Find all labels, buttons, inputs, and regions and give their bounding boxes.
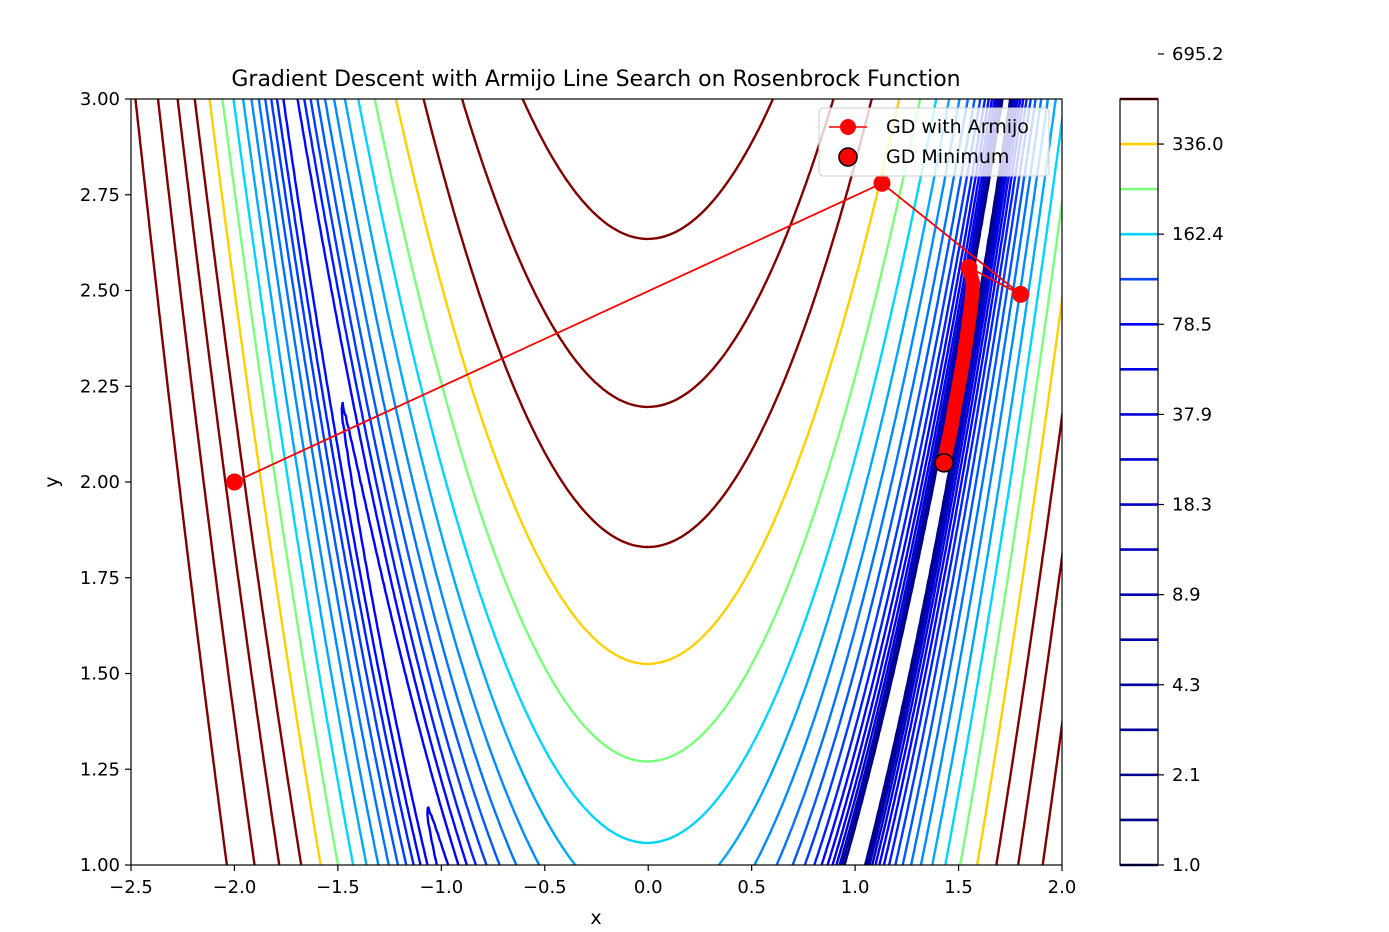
contour-level-15 xyxy=(208,99,1062,865)
contour-level-10 xyxy=(257,99,1043,865)
y-tick-label: 2.00 xyxy=(80,472,120,493)
gd-minimum-point xyxy=(934,453,954,473)
x-tick-label: −1.0 xyxy=(419,877,463,898)
x-tick-label: 2.0 xyxy=(1048,877,1077,898)
gd-path xyxy=(225,174,1030,491)
y-tick-label: 3.00 xyxy=(80,89,120,110)
legend-label-gd-armijo: GD with Armijo xyxy=(886,116,1029,138)
colorbar-tick-label: 37.9 xyxy=(1172,404,1212,425)
y-tick-label: 2.50 xyxy=(80,281,120,302)
y-tick-label: 1.00 xyxy=(80,855,120,876)
x-tick-label: 0.0 xyxy=(634,877,663,898)
contour-lines xyxy=(134,99,1062,865)
y-tick-label: 1.75 xyxy=(80,568,120,589)
contour-level-11 xyxy=(250,99,1050,865)
colorbar: 1.0 2.1 4.3 8.9 18.3 37.9 78.5 162.4 336.0 695.2 xyxy=(1119,44,1224,876)
legend: GD with Armijo GD Minimum xyxy=(818,107,1050,177)
legend-marker-gd-armijo xyxy=(840,119,856,135)
contour-level-7 xyxy=(275,99,1028,865)
x-axis: −2.5 −2.0 −1.5 −1.0 −0.5 0.0 0.5 1.0 1.5 2.0 xyxy=(109,865,1076,898)
contour-level-8 xyxy=(270,99,1032,865)
gd-point-2 xyxy=(1012,285,1030,303)
colorbar-ticks: 1.0 2.1 4.3 8.9 18.3 37.9 78.5 162.4 336.0 695.2 xyxy=(1158,44,1224,876)
colorbar-lines xyxy=(1120,97,1158,867)
legend-box xyxy=(818,107,1050,177)
y-tick-label: 1.50 xyxy=(80,664,120,685)
gd-point-3 xyxy=(960,259,978,277)
contour-level-19 xyxy=(134,99,229,865)
contour-level-17 xyxy=(176,99,1062,865)
colorbar-tick-label: 336.0 xyxy=(1172,134,1224,155)
chart-title: Gradient Descent with Armijo Line Search… xyxy=(231,67,960,92)
contour-level-16 xyxy=(193,99,1062,865)
y-axis: 1.00 1.25 1.50 1.75 2.00 2.25 2.50 2.75 3.00 xyxy=(80,89,131,876)
colorbar-tick-label: 1.0 xyxy=(1172,855,1201,876)
x-tick-label: 1.5 xyxy=(944,877,973,898)
contour-level-14 xyxy=(221,99,1062,865)
x-tick-label: −1.5 xyxy=(316,877,360,898)
contour-level-1 xyxy=(840,99,1014,865)
x-axis-label: x xyxy=(590,907,601,929)
x-tick-label: −2.5 xyxy=(109,877,153,898)
contour-level-13 xyxy=(232,99,1062,865)
contour-level-4 xyxy=(426,99,1019,865)
x-tick-label: 1.0 xyxy=(841,877,870,898)
y-axis-label: y xyxy=(41,476,63,487)
colorbar-tick-label: 18.3 xyxy=(1172,495,1212,516)
gd-path-converging-steps xyxy=(937,260,980,470)
colorbar-tick-label: 78.5 xyxy=(1172,314,1212,335)
x-tick-label: −0.5 xyxy=(523,877,567,898)
contour-level-18 xyxy=(156,99,1062,865)
x-tick-label: −2.0 xyxy=(213,877,257,898)
legend-label-gd-minimum: GD Minimum xyxy=(886,146,1009,168)
colorbar-tick-label: 4.3 xyxy=(1172,675,1201,696)
legend-marker-gd-minimum xyxy=(838,147,858,167)
colorbar-tick-label: 8.9 xyxy=(1172,585,1201,606)
colorbar-tick-label: 2.1 xyxy=(1172,765,1201,786)
gd-point-1 xyxy=(873,174,891,192)
colorbar-frame xyxy=(1119,98,1159,866)
x-tick-label: 0.5 xyxy=(737,877,766,898)
contour-level-5 xyxy=(340,99,1022,865)
y-tick-label: 2.25 xyxy=(80,376,120,397)
gd-point-0 xyxy=(225,473,243,491)
y-tick-label: 1.25 xyxy=(80,759,120,780)
colorbar-tick-label: 162.4 xyxy=(1172,224,1224,245)
contour-level-3 xyxy=(835,99,1017,865)
y-tick-label: 2.75 xyxy=(80,185,120,206)
gd-path-line xyxy=(234,182,1022,483)
contour-level-9 xyxy=(264,99,1037,865)
contour-level-6 xyxy=(282,99,1025,865)
contour-level-12 xyxy=(241,99,1057,865)
colorbar-tick-label: 695.2 xyxy=(1172,44,1224,65)
